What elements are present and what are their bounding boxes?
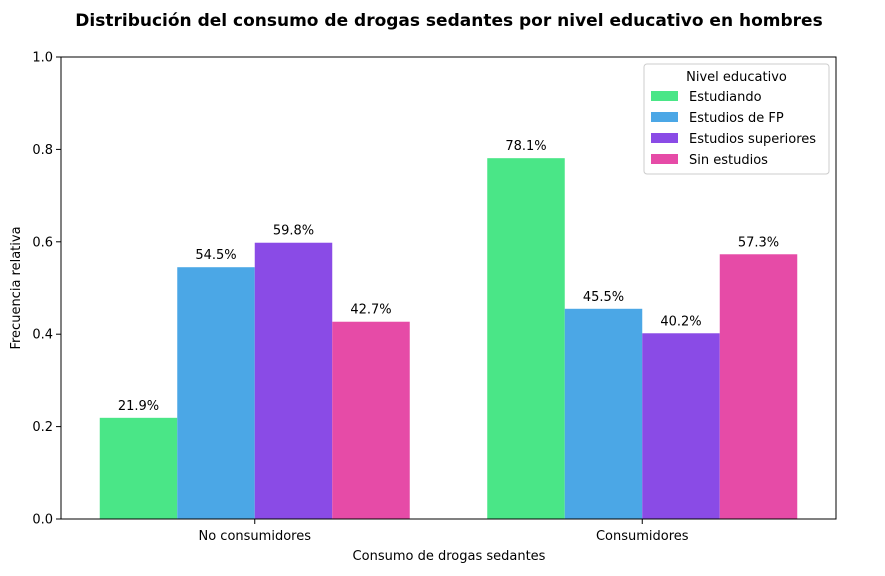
bar-data-label: 45.5% [583, 290, 624, 305]
legend-title: Nivel educativo [686, 70, 787, 85]
bar-data-label: 40.2% [660, 314, 701, 329]
legend-swatch [651, 112, 678, 122]
y-tick-label: 0.0 [32, 513, 53, 528]
bar [177, 267, 255, 519]
bar [642, 333, 720, 519]
legend-entry-label: Estudiando [689, 90, 762, 105]
legend-swatch [651, 154, 678, 164]
legend-entry-label: Estudios superiores [689, 132, 816, 147]
legend-entry-label: Estudios de FP [689, 111, 784, 126]
y-tick-label: 0.2 [32, 420, 53, 435]
bar-data-label: 59.8% [273, 224, 314, 239]
y-axis-label: Frecuencia relativa [9, 226, 24, 349]
legend: Nivel educativo Estudiando Estudios de FP E… [643, 63, 830, 175]
x-axis: No consumidores Consumidores [199, 519, 689, 544]
chart-title: Distribución del consumo de drogas sedan… [75, 11, 822, 31]
bar [564, 308, 643, 519]
x-tick-label: No consumidores [199, 529, 312, 544]
legend-swatch [651, 133, 678, 143]
y-axis: 0.0 0.2 0.4 0.6 0.8 1.0 [32, 51, 61, 528]
bar-data-label: 21.9% [118, 399, 159, 414]
bar [487, 158, 565, 520]
bar [254, 242, 333, 519]
legend-entry-label: Sin estudios [689, 153, 768, 168]
bar-data-label: 54.5% [195, 248, 236, 263]
plot-area: 21.9% 54.5% 59.8% 42.7% 78.1% 45.5% 40.2% 57.3% [99, 139, 798, 520]
bar-data-label: 78.1% [505, 139, 546, 154]
x-tick-label: Consumidores [596, 529, 689, 544]
x-axis-label: Consumo de drogas sedantes [353, 549, 546, 564]
bar [332, 321, 410, 519]
bar [719, 254, 798, 520]
y-tick-label: 1.0 [32, 51, 53, 66]
y-tick-label: 0.8 [32, 143, 53, 158]
bar-data-label: 42.7% [350, 303, 391, 318]
y-tick-label: 0.4 [32, 328, 53, 343]
bar [99, 417, 178, 519]
plot-frame [60, 56, 837, 520]
legend-box [643, 63, 830, 175]
y-tick-label: 0.6 [32, 235, 53, 250]
bar-data-label: 57.3% [738, 235, 779, 250]
legend-swatch [651, 91, 678, 101]
